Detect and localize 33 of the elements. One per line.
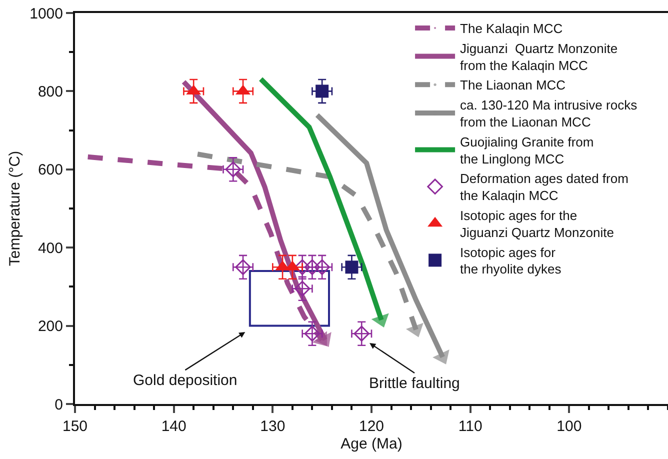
- x-axis-title: Age (Ma): [340, 436, 402, 452]
- legend-label: Jiguanzi Quartz Monzonite from the Kalaqin MCC: [460, 40, 618, 73]
- y-axis-title: Temperature (°C): [6, 150, 24, 266]
- point: [294, 259, 310, 276]
- y-tick-label: 600: [38, 162, 63, 179]
- y-tick-label: 0: [54, 396, 63, 414]
- annotation: Brittle faulting: [369, 375, 460, 392]
- legend-label: Isotopic ages for the rhyolite dykes: [460, 244, 562, 277]
- annotation: Gold deposition: [133, 372, 238, 389]
- point: [314, 259, 330, 276]
- y-tick-label: 400: [38, 240, 63, 257]
- x-tick-label: 150: [62, 418, 88, 435]
- legend-label: Isotopic ages for the Jiguanzi Quartz Monzonite: [460, 208, 614, 240]
- point: [294, 280, 310, 297]
- y-tick-label: 800: [38, 83, 63, 100]
- point: [225, 162, 242, 178]
- x-tick-label: 120: [358, 418, 384, 435]
- point: [235, 259, 251, 276]
- y-tick-label: 1000: [30, 5, 63, 22]
- point: [304, 259, 320, 276]
- legend-label: Guojialing Granite from the Linglong MCC: [460, 134, 594, 166]
- x-tick-label: 130: [260, 418, 286, 435]
- x-tick-label: 140: [161, 418, 186, 435]
- x-tick-label: 100: [556, 418, 582, 435]
- legend-label: Deformation ages dated from the Kalaqin MCC: [460, 171, 628, 204]
- legend-label: The Kalaqin MCC: [460, 21, 563, 36]
- legend-label: ca. 130-120 Ma intrusive rocks from the Liaonan MCC: [460, 98, 638, 130]
- point: [345, 260, 358, 274]
- point: [354, 326, 370, 342]
- legend-label: The Liaonan MCC: [460, 78, 566, 93]
- y-tick-label: 200: [38, 318, 63, 336]
- x-tick-label: 110: [458, 418, 482, 435]
- point: [316, 84, 329, 98]
